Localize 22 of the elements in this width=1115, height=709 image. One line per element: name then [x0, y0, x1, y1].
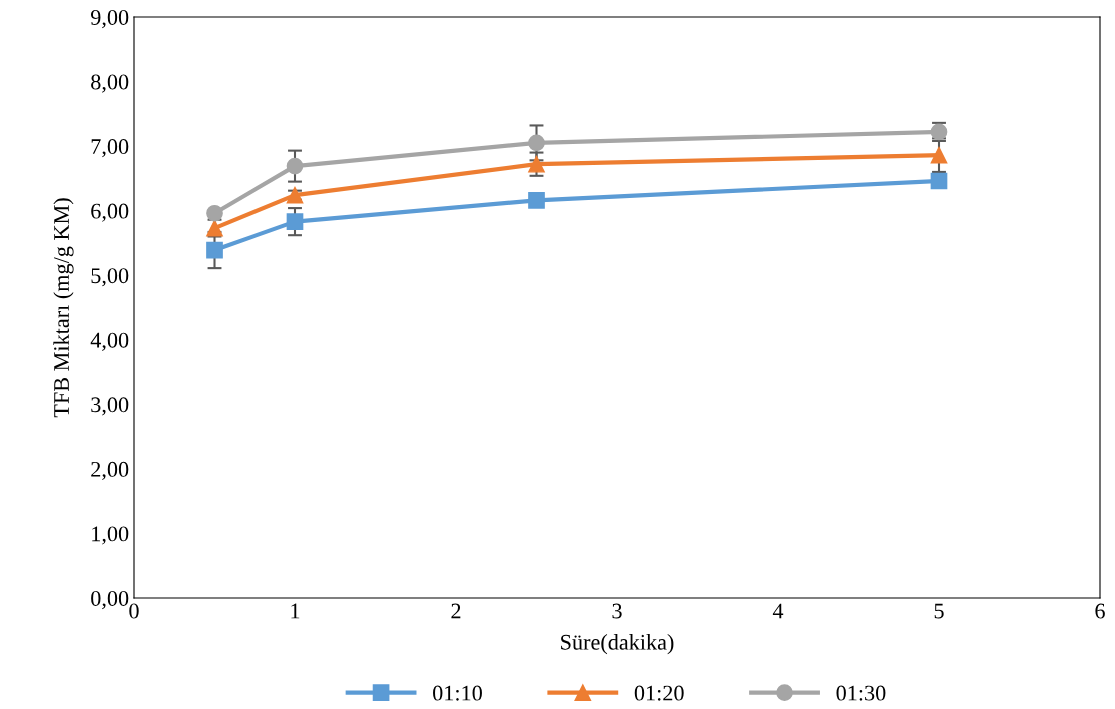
x-tick-label: 0: [129, 603, 139, 619]
x-tick-label: 3: [612, 603, 622, 619]
y-tick-label: 1,00: [92, 526, 129, 545]
y-tick-label: 8,00: [91, 74, 129, 93]
y-tick-label: 6,00: [91, 203, 129, 222]
y-tick-label: 0,00: [91, 590, 129, 610]
legend-label: 01:30: [836, 685, 886, 701]
x-tick-label: 1: [291, 603, 300, 619]
x-axis-title: Süre(dakika): [561, 634, 674, 655]
x-tick-label: 5: [934, 603, 944, 619]
y-tick-label: 9,00: [90, 9, 129, 29]
y-tick-label: 7,00: [91, 139, 129, 158]
y-tick-label: 2,00: [91, 461, 129, 481]
x-tick-label: 2: [451, 603, 461, 619]
legend-label: 01:10: [433, 685, 482, 701]
y-tick-label: 5,00: [91, 268, 129, 287]
y-tick-label: 3,00: [91, 397, 129, 416]
y-tick-label: 4,00: [90, 332, 129, 351]
x-tick-label: 6: [1095, 603, 1105, 619]
legend-label: 01:20: [634, 685, 684, 701]
y-axis-title: TFB Miktarı (mg/g KM): [53, 198, 74, 418]
x-tick-label: 4: [772, 603, 784, 619]
